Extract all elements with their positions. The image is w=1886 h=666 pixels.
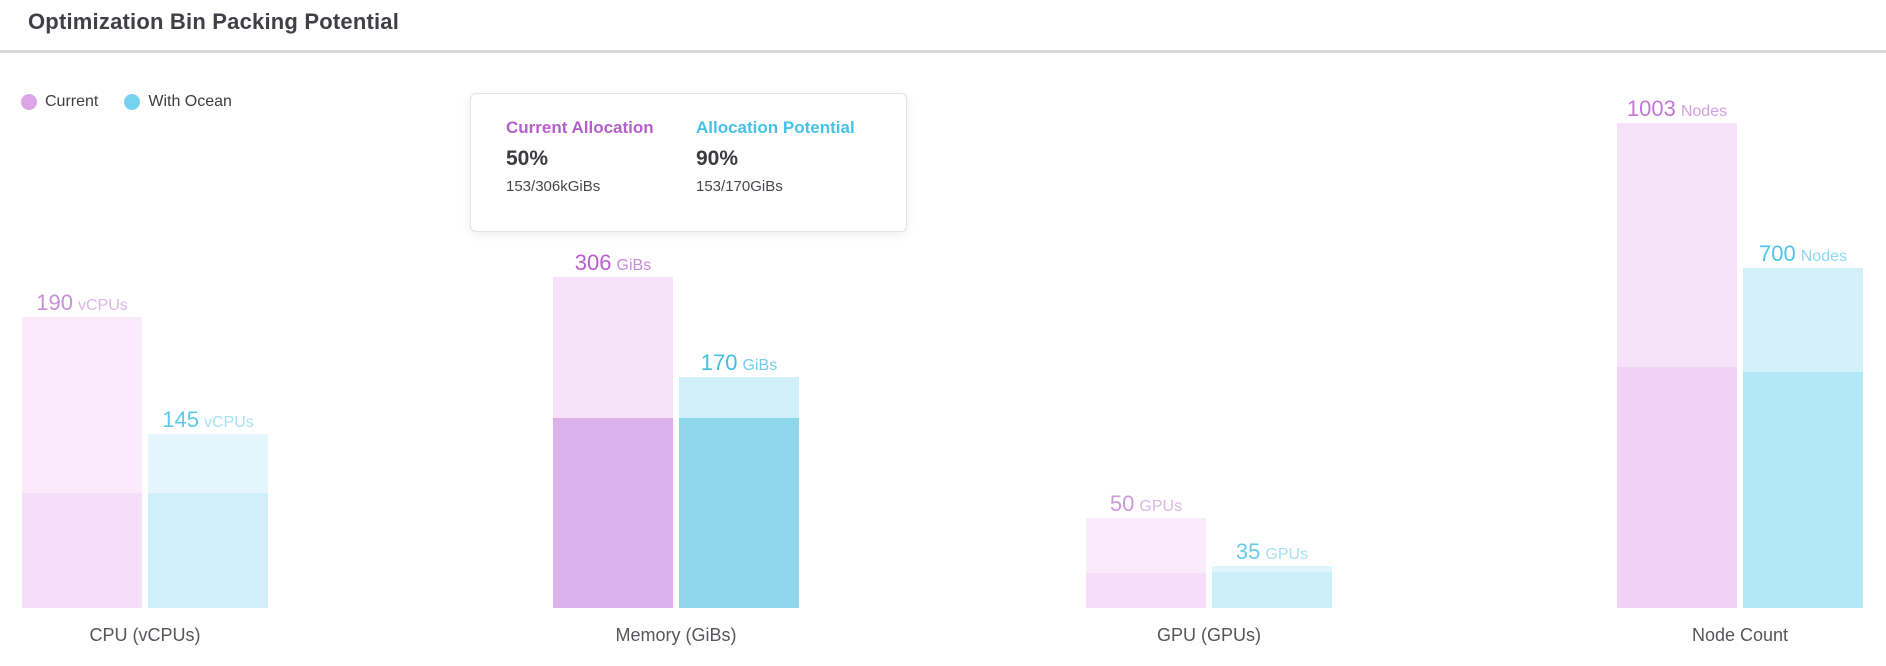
tooltip-potential-percent: 90% (696, 147, 739, 170)
legend-dot-icon (124, 94, 141, 110)
bar-with-ocean-memory-gibs[interactable]: 170 GiBs (679, 352, 799, 608)
bar-with-ocean-cpu-vcpus[interactable]: 145 vCPUs (148, 409, 268, 608)
allocation-tooltip: Current Allocation 50% 153/306kGiBs Allo… (470, 93, 907, 232)
bar-value-label: 35 GPUs (1236, 541, 1308, 563)
legend-label: With Ocean (148, 93, 232, 110)
bar-value-number: 190 (36, 290, 73, 315)
tooltip-current-heading: Current Allocation (506, 118, 654, 137)
legend-item-current[interactable]: Current (21, 93, 98, 111)
bar-allocated-segment (148, 493, 268, 608)
bar-current-memory-gibs[interactable]: 306 GiBs (553, 252, 673, 608)
bar-allocated-segment (679, 418, 799, 608)
bar-current-node-count[interactable]: 1003 Nodes (1617, 98, 1737, 608)
bar-allocated-segment (553, 418, 673, 608)
bar-current-cpu-vcpus[interactable]: 190 vCPUs (22, 292, 142, 608)
tooltip-potential-allocation-column: Allocation Potential 90% 153/170GiBs (696, 118, 855, 231)
bar-current-gpu-gpus[interactable]: 50 GPUs (1086, 493, 1206, 608)
bar-value-label: 700 Nodes (1759, 243, 1847, 265)
bar-value-label: 190 vCPUs (36, 292, 128, 314)
chart-legend: Current With Ocean (21, 93, 232, 111)
bar-allocated-segment (1086, 573, 1206, 608)
bar-allocated-segment (1212, 572, 1332, 608)
legend-dot-icon (21, 94, 37, 110)
bar-value-label: 145 vCPUs (162, 409, 254, 431)
axis-category-label-memory-gibs: Memory (GiBs) (615, 625, 737, 645)
bar-value-unit: vCPUs (203, 414, 254, 431)
legend-item-with-ocean[interactable]: With Ocean (124, 93, 232, 111)
tooltip-current-detail: 153/306kGiBs (506, 178, 601, 195)
bar-value-number: 700 (1759, 241, 1796, 266)
bar-value-label: 1003 Nodes (1627, 98, 1727, 120)
bar-allocated-segment (1617, 367, 1737, 608)
tooltip-current-percent: 50% (506, 147, 549, 170)
axis-category-label-cpu-vcpus: CPU (vCPUs) (89, 625, 201, 645)
bar-value-number: 50 (1109, 491, 1135, 516)
bar-value-label: 306 GiBs (575, 252, 651, 274)
bar-value-number: 35 (1235, 539, 1261, 564)
legend-label: Current (45, 93, 99, 110)
bar-value-unit: GiBs (742, 357, 778, 374)
bar-value-unit: GPUs (1139, 498, 1183, 515)
header-divider (0, 50, 1886, 53)
bar-value-unit: Nodes (1800, 248, 1847, 265)
bar-value-unit: GiBs (616, 257, 652, 274)
bar-value-number: 145 (162, 407, 199, 432)
axis-category-label-node-count: Node Count (1691, 625, 1789, 645)
bar-value-number: 306 (574, 250, 612, 275)
bar-value-number: 170 (700, 350, 738, 375)
tooltip-potential-heading: Allocation Potential (696, 118, 855, 137)
bar-value-unit: vCPUs (77, 297, 128, 314)
tooltip-potential-detail: 153/170GiBs (696, 178, 783, 195)
bar-with-ocean-node-count[interactable]: 700 Nodes (1743, 243, 1863, 608)
bar-value-unit: GPUs (1265, 546, 1309, 563)
bar-value-unit: Nodes (1680, 103, 1728, 120)
bar-value-number: 1003 (1626, 96, 1676, 121)
bar-with-ocean-gpu-gpus[interactable]: 35 GPUs (1212, 541, 1332, 608)
panel-title: Optimization Bin Packing Potential (28, 9, 400, 34)
tooltip-current-allocation-column: Current Allocation 50% 153/306kGiBs (506, 118, 696, 231)
bar-value-label: 50 GPUs (1110, 493, 1182, 515)
bar-value-label: 170 GiBs (701, 352, 777, 374)
bar-allocated-segment (1743, 372, 1863, 608)
axis-category-label-gpu-gpus: GPU (GPUs) (1156, 625, 1261, 645)
bar-allocated-segment (22, 493, 142, 608)
